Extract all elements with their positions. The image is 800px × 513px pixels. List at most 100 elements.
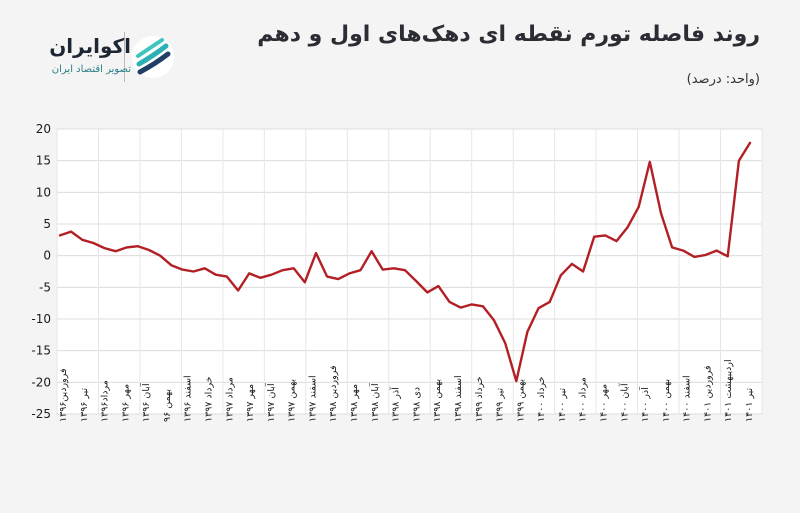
x-tick-label: فروردین ۱۳۹۸ [328, 365, 339, 422]
data-point [181, 268, 184, 271]
x-tick-label: مهر ۱۴۰۰ [598, 384, 609, 422]
data-point [148, 249, 150, 251]
y-tick-label: -15 [31, 344, 51, 358]
data-point [203, 267, 206, 270]
x-tick-label: تیر ۱۴۰۱ [744, 387, 755, 422]
y-tick-label: -20 [31, 375, 51, 389]
data-point [159, 254, 162, 257]
data-point [582, 270, 584, 273]
x-tick-label: بهمن ۱۴۰۰ [661, 379, 672, 422]
x-tick-label: آبان ۱۳۹۸ [368, 383, 381, 422]
data-point [81, 238, 84, 241]
data-point [315, 252, 317, 255]
x-tick-label: مرداد۱۳۹۶ [100, 380, 111, 422]
data-point [504, 342, 507, 344]
x-tick-label: تیر ۱۳۹۹ [495, 387, 506, 422]
data-point [482, 305, 484, 308]
y-tick-label: 5 [43, 217, 51, 231]
data-point [259, 276, 262, 279]
data-point [426, 291, 429, 294]
data-point [92, 242, 95, 244]
data-point [392, 267, 395, 270]
data-point [749, 142, 751, 144]
logo-subtitle: تصویر اقتصاد ایران [51, 64, 131, 75]
x-tick-label: آبان ۱۳۹۶ [139, 383, 152, 422]
x-tick-label: بهمن ۱۳۹۹ [515, 379, 526, 422]
data-point [70, 230, 73, 233]
data-point [737, 159, 740, 162]
data-point [637, 206, 640, 208]
x-tick-label: مهر ۱۳۹۸ [349, 384, 360, 422]
x-tick-label: دی ۱۳۹۸ [411, 387, 422, 422]
data-point [237, 289, 239, 292]
x-tick-label: تیر ۱۴۰۰ [557, 387, 568, 422]
data-point [137, 245, 139, 248]
y-tick-label: -5 [39, 280, 51, 294]
logo-separator [124, 32, 125, 82]
x-tick-label: مهر ۱۳۹۷ [245, 384, 256, 422]
x-tick-label: خرداد ۱۴۰۰ [536, 376, 547, 422]
data-point [693, 256, 696, 258]
x-tick-label: مهر ۱۳۹۶ [120, 384, 131, 422]
data-point [726, 255, 729, 258]
data-point [381, 268, 384, 271]
x-tick-label: اسفند ۱۴۰۰ [682, 375, 693, 422]
data-point [448, 301, 451, 303]
x-tick-label: بهمن ۱۳۹۸ [432, 379, 443, 422]
data-point [537, 307, 540, 310]
data-point [337, 278, 340, 280]
data-point [715, 249, 718, 252]
y-tick-label: 10 [36, 185, 51, 199]
data-point [404, 269, 406, 272]
y-tick-label: 15 [36, 154, 51, 168]
data-point [348, 272, 351, 275]
x-tick-label: اسفند ۱۳۹۶ [183, 375, 194, 422]
data-point [626, 226, 629, 229]
y-tick-label: 0 [43, 249, 51, 263]
logo-name: اکوایران [49, 34, 131, 58]
data-point [103, 247, 106, 249]
data-point [270, 273, 273, 276]
x-tick-label: آذر ۱۴۰۰ [638, 387, 651, 422]
data-point [248, 272, 251, 275]
data-point [604, 234, 607, 237]
chart-title: روند فاصله تورم نقطه ای دهک‌های اول و ده… [257, 22, 760, 47]
data-point [571, 263, 573, 265]
data-point [682, 249, 685, 252]
x-tick-label: آذر ۱۳۹۸ [389, 387, 402, 422]
data-point [59, 234, 61, 237]
data-point [671, 246, 673, 249]
data-point [548, 301, 551, 303]
x-tick-label: فروردین۱۳۹۶ [58, 369, 69, 423]
x-tick-label: اردیبهشت ۱۴۰۱ [723, 359, 734, 422]
x-tick-label: خرداد ۱۳۹۹ [474, 376, 485, 422]
data-point [292, 267, 295, 270]
data-point [370, 250, 373, 253]
x-tick-label: بهمن ۹۶ [162, 389, 173, 422]
data-point [704, 254, 707, 256]
y-tick-label: -10 [31, 312, 51, 326]
data-point [359, 269, 362, 272]
data-point [326, 275, 328, 278]
logo: اکوایران تصویر اقتصاد ایران [22, 28, 227, 88]
x-tick-label: اسفند ۱۳۹۷ [307, 375, 318, 422]
data-point [526, 330, 529, 333]
data-point [515, 380, 518, 382]
data-point [459, 306, 462, 309]
data-point [192, 270, 195, 273]
data-point [226, 275, 228, 278]
x-tick-label: تیر ۱۳۹۶ [79, 387, 90, 422]
data-point [170, 264, 173, 267]
x-tick-label: فروردین ۱۴۰۱ [702, 365, 713, 422]
data-point [281, 269, 284, 272]
x-tick-label: اسفند ۱۳۹۸ [453, 375, 464, 422]
data-point [470, 303, 473, 306]
data-point [303, 281, 306, 284]
data-point [615, 240, 618, 243]
y-tick-label: 20 [36, 122, 51, 136]
y-tick-label: -25 [31, 407, 51, 421]
data-point [114, 250, 117, 253]
data-point [593, 235, 596, 238]
logo-icon [132, 36, 174, 78]
